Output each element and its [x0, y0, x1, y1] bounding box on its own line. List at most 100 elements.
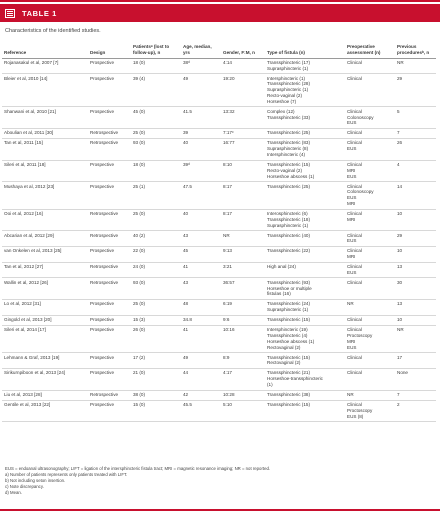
age-cell: 38ᵈ — [181, 58, 221, 75]
fistula-type-line: Intersphincteric (19) — [267, 327, 308, 333]
fistula-type-line: Suprasphincteric (1) — [267, 222, 309, 228]
age-cell: 41 — [181, 262, 221, 279]
footnote-abbreviations: EUS = endoanal ultrasonography; LIFT = l… — [5, 466, 271, 471]
table-row: Liu et al, 2013 [28] Retrospective 38 (0) 4… — [2, 390, 436, 401]
previous-procedures-cell: 26 — [395, 138, 436, 161]
previous-procedures-cell: 10 — [395, 315, 436, 326]
gender-cell: 16:77 — [221, 138, 265, 161]
gender-cell: 8:10 — [221, 160, 265, 183]
patients-cell: 25 (0) — [131, 299, 181, 316]
table-row: Bleier et al, 2010 [14] Prospective 39 (4)… — [2, 73, 436, 108]
reference-cell: Ooi et al, 2012 [16] — [2, 209, 88, 232]
design-cell: Retrospective — [88, 230, 131, 247]
assessment-cell: NR — [345, 299, 395, 316]
assessment-line: Clinical — [347, 232, 362, 238]
fistula-type-line: Suprasphincteric (1) — [267, 307, 309, 313]
reference-cell: Mushaya et al, 2012 [23] — [2, 181, 88, 210]
design-cell: Retrospective — [88, 390, 131, 401]
fistula-type-line: Transsphincteric (25) — [267, 183, 310, 189]
fistula-type-line: Transsphincteric (17) — [267, 59, 310, 65]
patients-cell: 25 (0) — [131, 209, 181, 232]
gender-cell: 36:57 — [221, 277, 265, 301]
previous-procedures-cell: None — [395, 368, 436, 391]
gender-cell: 10:16 — [221, 325, 265, 354]
assessment-line: Clinical — [347, 183, 362, 189]
studies-table: Reference Design Patientsᵃ (lost to foll… — [2, 38, 436, 423]
gender-cell: 6:19 — [221, 299, 265, 316]
table-row: Mushaya et al, 2012 [23] Prospective 25 (1… — [2, 181, 436, 210]
gender-cell: 10:28 — [221, 390, 265, 401]
patients-cell: 25 (1) — [131, 181, 181, 210]
assessment-line: MRI — [347, 200, 356, 206]
gender-cell: 3:21 — [221, 262, 265, 279]
assessment-line: Clinical — [347, 317, 362, 323]
table-row: Lehmann & Graf, 2013 [19] Prospective 17 (… — [2, 352, 436, 369]
fistula-type-line: Transsphincteric (4) — [267, 333, 308, 338]
age-cell: 39ᵈ — [181, 160, 221, 183]
assessment-line: NR — [347, 301, 354, 307]
fistula-type-cell: Transsphincteric (15) — [265, 400, 345, 423]
previous-procedures-cell: 29 — [395, 73, 436, 108]
column-header: Patientsᵃ (lost to follow-up), n — [131, 38, 181, 59]
footnote-d: d) Mean. — [5, 490, 22, 495]
assessment-line: EUS — [347, 173, 357, 179]
assessment-line: Clinical — [347, 354, 362, 360]
reference-cell: Gentile et al, 2013 [22] — [2, 400, 88, 423]
assessment-cell: Clinical — [345, 352, 395, 369]
assessment-line: EUS — [347, 195, 357, 201]
age-cell: 40 — [181, 138, 221, 161]
fistula-type-cell: Transsphincteric (15) — [265, 315, 345, 326]
reference-cell: Tan et al, 2011 [15] — [2, 138, 88, 161]
gender-cell: 9:13 — [221, 246, 265, 263]
table-header-bar: TABLE 1 — [0, 4, 440, 22]
previous-procedures-cell: 2 — [395, 400, 436, 423]
assessment-cell: Clinical Proctoscopy EUS (8) — [345, 400, 395, 423]
patients-cell: 38 (0) — [131, 390, 181, 401]
gender-cell: NR — [221, 230, 265, 247]
top-accent-rule — [0, 0, 440, 2]
age-cell: 40 — [181, 209, 221, 232]
table-row: van Onkelen et al, 2013 [25] Prospective 2… — [2, 246, 436, 263]
assessment-line: NR — [347, 391, 354, 397]
assessment-line: Clinical — [347, 248, 362, 254]
previous-procedures-cell: 5 — [395, 106, 436, 130]
fistula-type-cell: Transsphincteric (15) Recto-vaginal (2) Ho… — [265, 160, 345, 183]
assessment-cell: Clinical — [345, 128, 395, 140]
patients-cell: 21 (0) — [131, 368, 181, 391]
assessment-cell: Clinical Proctoscopy MRI EUS — [345, 325, 395, 354]
assessment-line: Clinical — [347, 161, 362, 167]
previous-procedures-cell: NR — [395, 58, 436, 75]
fistula-type-line: Intersphincteric (4) — [267, 152, 306, 157]
assessment-cell: Clinical EUS — [345, 138, 395, 161]
fistula-type-line: Transsphincteric (33) — [267, 114, 310, 120]
fistula-type-cell: Transsphincteric (24) Suprasphincteric (1… — [265, 299, 345, 316]
fistula-type-line: Horseshoe-transsphincteric — [267, 376, 323, 382]
fistula-type-line: Recto-vaginal (2) — [267, 93, 302, 99]
fistula-type-line: Rectovaginal (2) — [267, 360, 301, 366]
fistula-type-line: Transsphincteric (25) — [267, 130, 310, 136]
reference-cell: Abcarian et al, 2012 [29] — [2, 230, 88, 247]
table-row: Lo et al, 2012 [31] Prospective 25 (0) 48 6:… — [2, 299, 436, 316]
reference-cell: Tan et al, 2012 [27] — [2, 262, 88, 279]
patients-cell: 17 (2) — [131, 352, 181, 369]
previous-procedures-cell: 10 — [395, 209, 436, 232]
age-cell: 41 — [181, 325, 221, 354]
assessment-line: MRI — [347, 254, 356, 260]
assessment-cell: Clinical MRI EUS — [345, 160, 395, 183]
age-cell: 44 — [181, 368, 221, 391]
assessment-cell: Clinical — [345, 73, 395, 108]
fistula-type-line: Transsphincteric (15) — [267, 354, 310, 360]
assessment-line: EUS — [347, 120, 357, 126]
fistula-type-line: Transsphincteric (15) — [267, 317, 310, 323]
design-cell: Prospective — [88, 299, 131, 316]
assessment-line: Clinical — [347, 130, 362, 136]
column-header: Design — [88, 38, 131, 59]
age-cell: 42 — [181, 390, 221, 401]
fistula-type-line: fistulas (16) — [267, 291, 291, 297]
fistula-type-line: Transsphincteric (24) — [267, 301, 310, 307]
reference-cell: Bleier et al, 2010 [14] — [2, 73, 88, 108]
fistula-type-line: Complex (12) — [267, 108, 295, 114]
reference-cell: Rojanasakul et al, 2007 [7] — [2, 58, 88, 75]
assessment-line: EUS (8) — [347, 413, 364, 419]
table-row: Sileri et al, 2014 [17] Prospective 26 (0)… — [2, 325, 436, 354]
